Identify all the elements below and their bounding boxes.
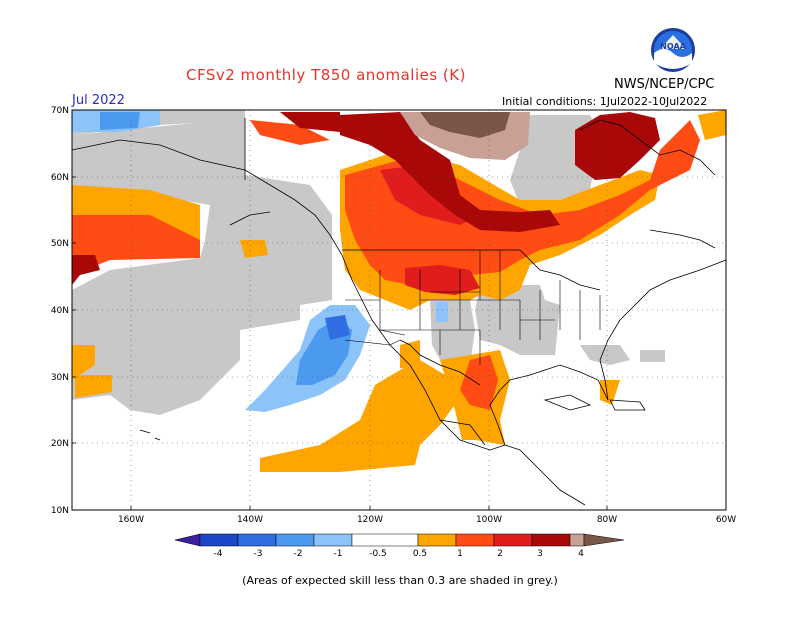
legend-swatch-3 <box>531 533 571 547</box>
legend-label-2: 2 <box>497 549 503 559</box>
political-borders <box>344 250 601 365</box>
lat-tick-60n: 60N <box>51 173 69 183</box>
longitude-ticks: 160W 140W 120W 100W 80W 60W <box>118 515 736 525</box>
legend-swatch-2 <box>493 533 533 547</box>
legend-label-minus4: -4 <box>214 549 223 559</box>
warm-anomaly-red-orange <box>72 120 700 410</box>
legend-swatch-neutral <box>351 533 419 547</box>
latitude-ticks: 70N 60N 50N 40N 30N 20N 10N <box>51 106 69 516</box>
lat-tick-50n: 50N <box>51 239 69 249</box>
legend-swatch-minus2 <box>275 533 315 547</box>
legend-swatch-minus3 <box>237 533 277 547</box>
color-legend <box>174 533 625 547</box>
legend-swatch-minus4 <box>199 533 239 547</box>
lat-tick-70n: 70N <box>51 106 69 116</box>
agency-label: NWS/NCEP/CPC <box>614 77 715 92</box>
lat-tick-30n: 30N <box>51 373 69 383</box>
legend-swatch-0-5 <box>417 533 457 547</box>
map-title: CFSv2 monthly T850 anomalies (K) <box>186 66 466 84</box>
lon-tick-160w: 160W <box>118 515 144 525</box>
lon-tick-60w: 60W <box>716 515 736 525</box>
legend-label-minus3: -3 <box>254 549 263 559</box>
lon-tick-100w: 100W <box>476 515 502 525</box>
legend-label-0-5: 0.5 <box>413 549 427 559</box>
lat-lon-grid <box>72 110 726 510</box>
lat-tick-20n: 20N <box>51 439 69 449</box>
lon-tick-120w: 120W <box>357 515 383 525</box>
legend-labels: -4 -3 -2 -1 -0.5 0.5 1 2 3 4 <box>214 549 585 559</box>
lon-tick-80w: 80W <box>597 515 617 525</box>
legend-swatch-below-minus4 <box>174 533 201 547</box>
warm-anomaly-brown <box>420 112 510 138</box>
forecast-month: Jul 2022 <box>72 93 125 108</box>
lat-tick-40n: 40N <box>51 306 69 316</box>
legend-label-3: 3 <box>537 549 543 559</box>
lon-tick-140w: 140W <box>237 515 263 525</box>
cool-anomaly-areas <box>72 110 448 412</box>
tick-marks <box>72 176 608 510</box>
lat-tick-10n: 10N <box>51 506 69 516</box>
noaa-logo-icon: NOAA <box>651 28 695 72</box>
coastlines <box>71 118 727 506</box>
legend-label-minus1: -1 <box>334 549 343 559</box>
skill-footnote: (Areas of expected skill less than 0.3 a… <box>242 574 558 587</box>
legend-label-minus0-5: -0.5 <box>369 549 387 559</box>
legend-label-minus2: -2 <box>294 549 303 559</box>
legend-swatch-minus1 <box>313 533 353 547</box>
legend-swatch-above-4 <box>583 533 625 547</box>
legend-swatch-1 <box>455 533 495 547</box>
legend-swatch-4 <box>569 533 585 547</box>
legend-label-1: 1 <box>457 549 463 559</box>
warm-anomaly-dark-red <box>72 112 660 285</box>
logo-text: NOAA <box>660 42 686 51</box>
initial-conditions: Initial conditions: 1Jul2022-10Jul2022 <box>502 95 708 108</box>
legend-label-4: 4 <box>578 549 584 559</box>
